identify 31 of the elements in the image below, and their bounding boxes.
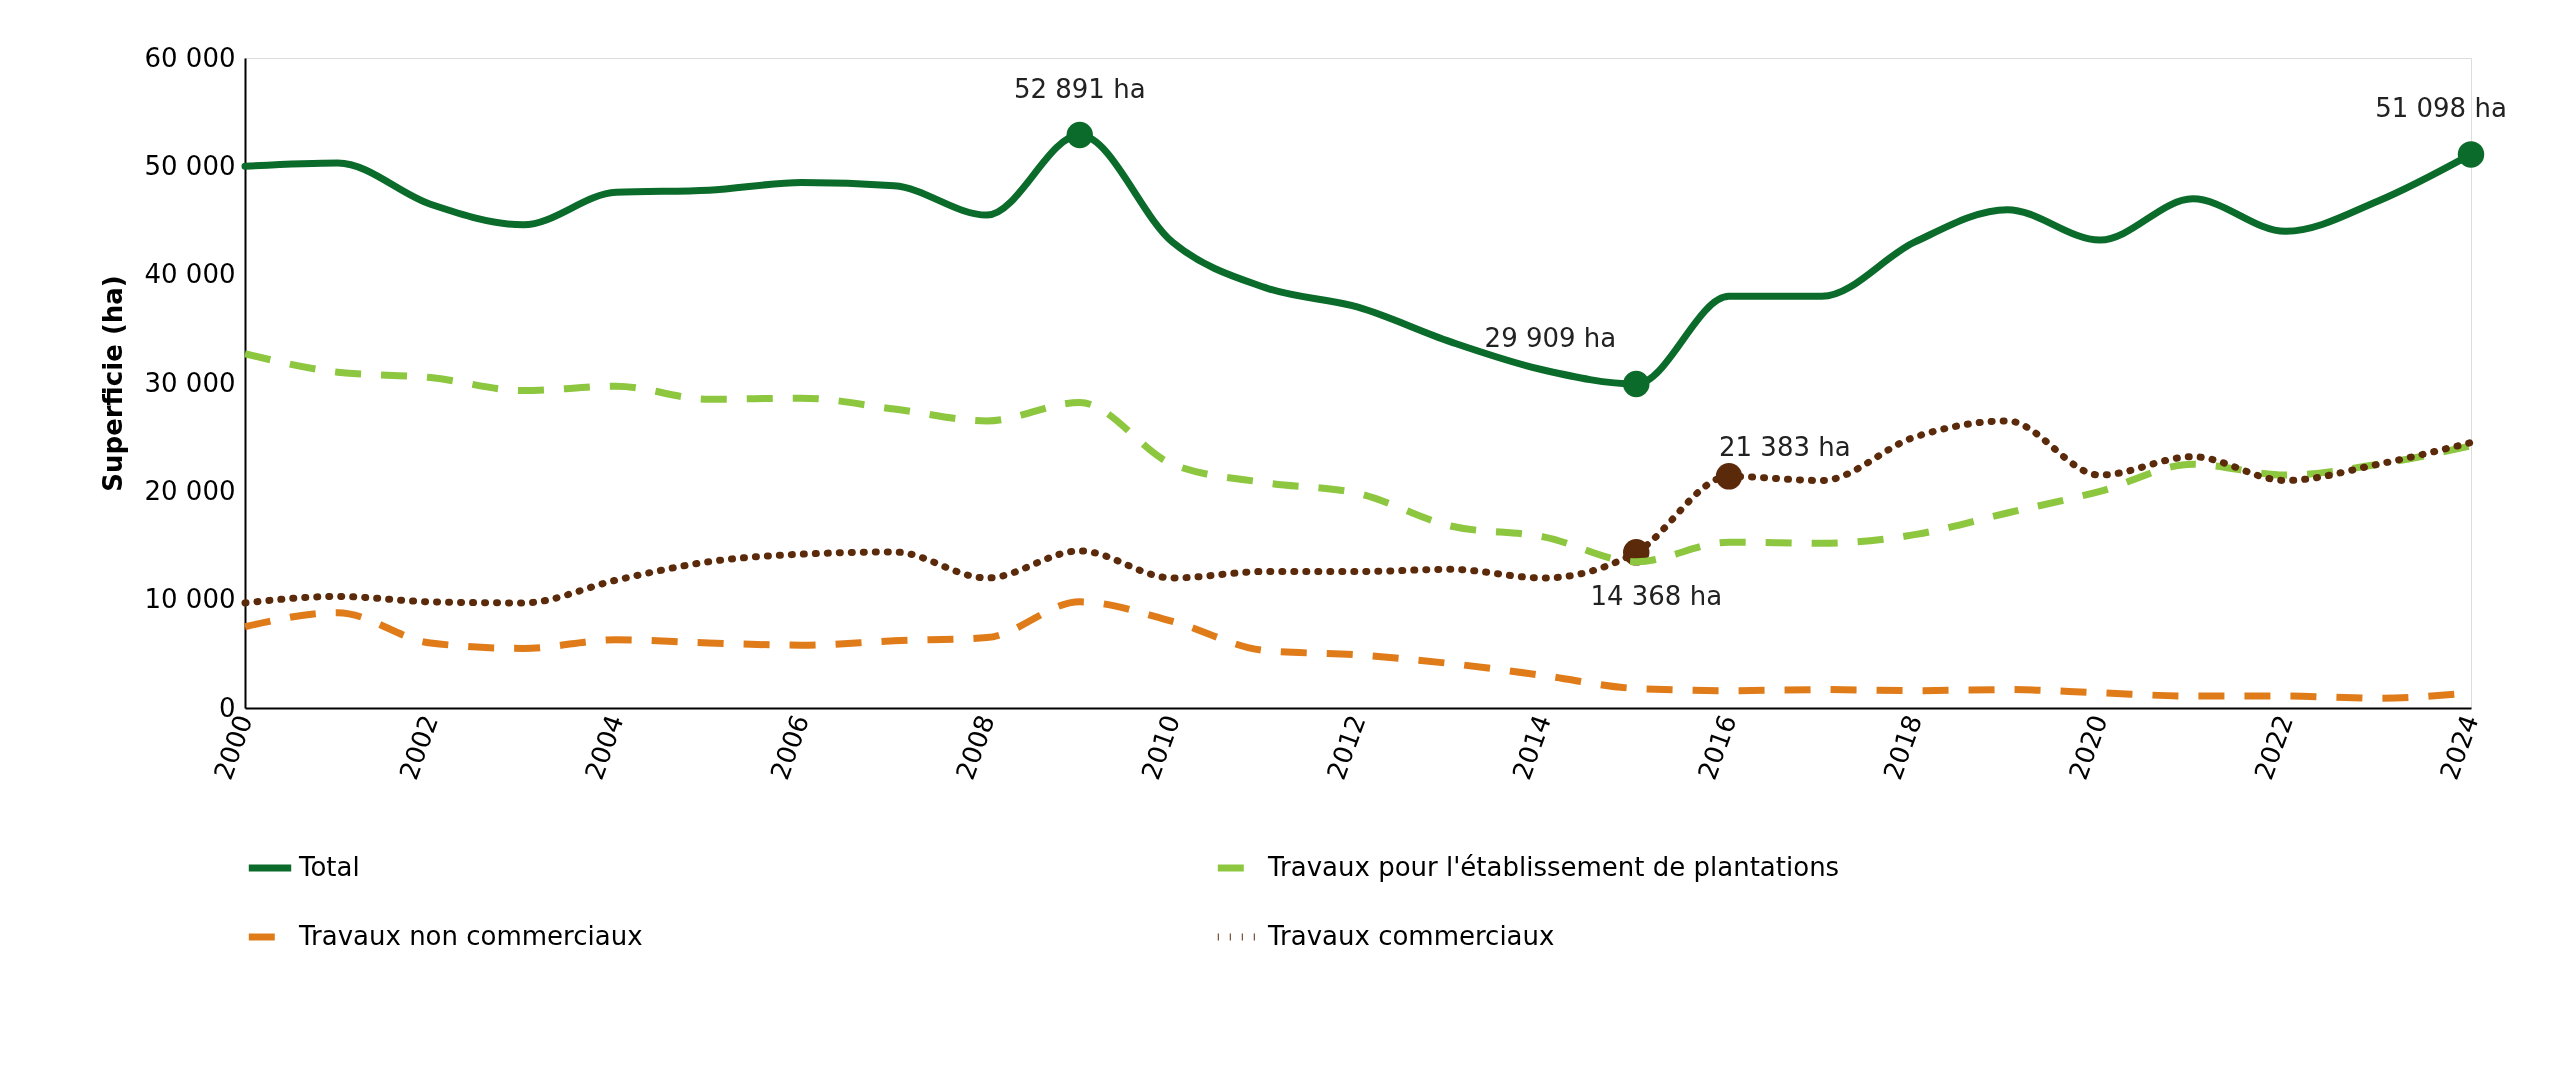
x-tick-label: 2008 xyxy=(949,711,1001,784)
y-tick-label: 20 000 xyxy=(144,475,236,506)
annotation: 51 098 ha xyxy=(2375,93,2507,124)
y-tick-label: 40 000 xyxy=(144,259,236,290)
point xyxy=(1623,370,1650,398)
x-tick-label: 2024 xyxy=(2433,711,2485,784)
x-tick-label: 2014 xyxy=(1506,711,1558,784)
y-tick-label: 60 000 xyxy=(144,42,236,73)
x-tick-label: 2012 xyxy=(1320,711,1372,784)
y-tick-label: 10 000 xyxy=(144,584,236,615)
legend-label: Travaux non commerciaux xyxy=(298,921,643,951)
annotation: 29 909 ha xyxy=(1484,322,1617,353)
annotation: 52 891 ha xyxy=(1013,74,1146,105)
x-tick-label: 2022 xyxy=(2248,711,2300,784)
annotation: 14 368 ha xyxy=(1590,581,1723,612)
legend-label: Travaux commerciaux xyxy=(1267,921,1555,951)
point xyxy=(1066,121,1093,149)
legend-label: Travaux pour l'établissement de plantations xyxy=(1267,852,1840,882)
x-tick-label: 2006 xyxy=(764,711,816,784)
x-tick-label: 2016 xyxy=(1691,711,1743,784)
point xyxy=(2457,141,2485,168)
x-tick-label: 2002 xyxy=(393,711,445,784)
y-axis-title: Superficie (ha) xyxy=(97,275,128,492)
x-tick-label: 2018 xyxy=(1877,711,1929,784)
x-tick-label: 2004 xyxy=(578,711,630,784)
x-tick-label: 2010 xyxy=(1135,711,1187,784)
annotation: 21 383 ha xyxy=(1719,432,1851,463)
x-tick-label: 2020 xyxy=(2062,711,2114,784)
y-tick-label: 50 000 xyxy=(144,150,236,181)
legend-label: Total xyxy=(298,852,360,882)
y-tick-label: 30 000 xyxy=(144,367,236,398)
